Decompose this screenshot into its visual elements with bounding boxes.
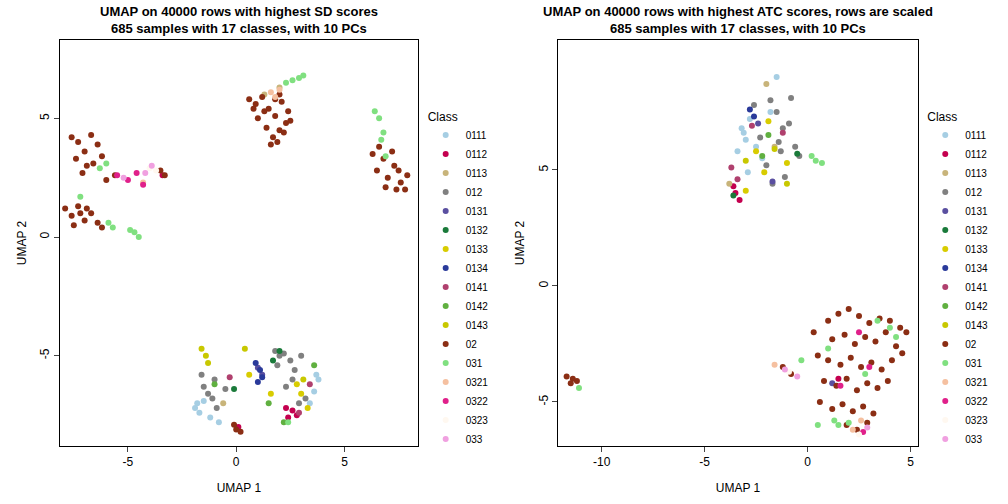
- svg-text:0111: 0111: [466, 130, 487, 141]
- svg-text:0323: 0323: [466, 415, 489, 426]
- svg-text:-5: -5: [699, 455, 710, 469]
- svg-text:0: 0: [537, 280, 551, 287]
- svg-text:0112: 0112: [965, 149, 987, 160]
- svg-text:0111: 0111: [965, 130, 986, 141]
- svg-text:UMAP 2: UMAP 2: [513, 220, 527, 265]
- svg-text:0323: 0323: [965, 415, 988, 426]
- svg-text:0: 0: [233, 455, 240, 469]
- svg-text:Class: Class: [927, 110, 957, 124]
- svg-text:0322: 0322: [466, 396, 489, 407]
- svg-text:Class: Class: [428, 110, 458, 124]
- svg-text:UMAP on 40000 rows with highes: UMAP on 40000 rows with highest ATC scor…: [543, 4, 933, 36]
- svg-text:-5: -5: [123, 455, 134, 469]
- svg-text:0142: 0142: [466, 301, 489, 312]
- svg-text:5: 5: [341, 455, 348, 469]
- svg-text:-5: -5: [38, 348, 52, 359]
- svg-text:0112: 0112: [466, 149, 488, 160]
- svg-text:0131: 0131: [965, 206, 988, 217]
- svg-text:0321: 0321: [466, 377, 489, 388]
- svg-text:5: 5: [537, 164, 551, 171]
- svg-text:UMAP 2: UMAP 2: [15, 220, 29, 265]
- svg-text:012: 012: [965, 187, 982, 198]
- svg-text:0141: 0141: [466, 282, 489, 293]
- svg-text:0133: 0133: [466, 244, 489, 255]
- svg-text:0113: 0113: [466, 168, 488, 179]
- svg-text:0132: 0132: [965, 225, 988, 236]
- svg-text:0143: 0143: [466, 320, 489, 331]
- svg-text:UMAP 1: UMAP 1: [716, 481, 761, 495]
- svg-text:0: 0: [804, 455, 811, 469]
- svg-text:0113: 0113: [965, 168, 987, 179]
- svg-text:02: 02: [965, 339, 977, 350]
- svg-text:0131: 0131: [466, 206, 489, 217]
- svg-text:0133: 0133: [965, 244, 988, 255]
- svg-text:UMAP on 40000 rows with highes: UMAP on 40000 rows with highest SD score…: [100, 4, 378, 36]
- svg-text:033: 033: [466, 434, 483, 445]
- svg-text:0132: 0132: [466, 225, 489, 236]
- svg-text:031: 031: [965, 358, 982, 369]
- svg-text:0321: 0321: [965, 377, 988, 388]
- svg-text:-5: -5: [537, 394, 551, 405]
- svg-text:UMAP 1: UMAP 1: [217, 481, 262, 495]
- svg-text:0134: 0134: [965, 263, 988, 274]
- svg-text:0: 0: [38, 232, 52, 239]
- svg-text:5: 5: [907, 455, 914, 469]
- svg-text:012: 012: [466, 187, 483, 198]
- svg-text:0141: 0141: [965, 282, 988, 293]
- svg-text:02: 02: [466, 339, 478, 350]
- svg-text:-10: -10: [593, 455, 611, 469]
- svg-text:0143: 0143: [965, 320, 988, 331]
- svg-text:033: 033: [965, 434, 982, 445]
- svg-text:031: 031: [466, 358, 483, 369]
- svg-text:0134: 0134: [466, 263, 489, 274]
- svg-text:0142: 0142: [965, 301, 988, 312]
- svg-text:5: 5: [38, 113, 52, 120]
- svg-text:0322: 0322: [965, 396, 988, 407]
